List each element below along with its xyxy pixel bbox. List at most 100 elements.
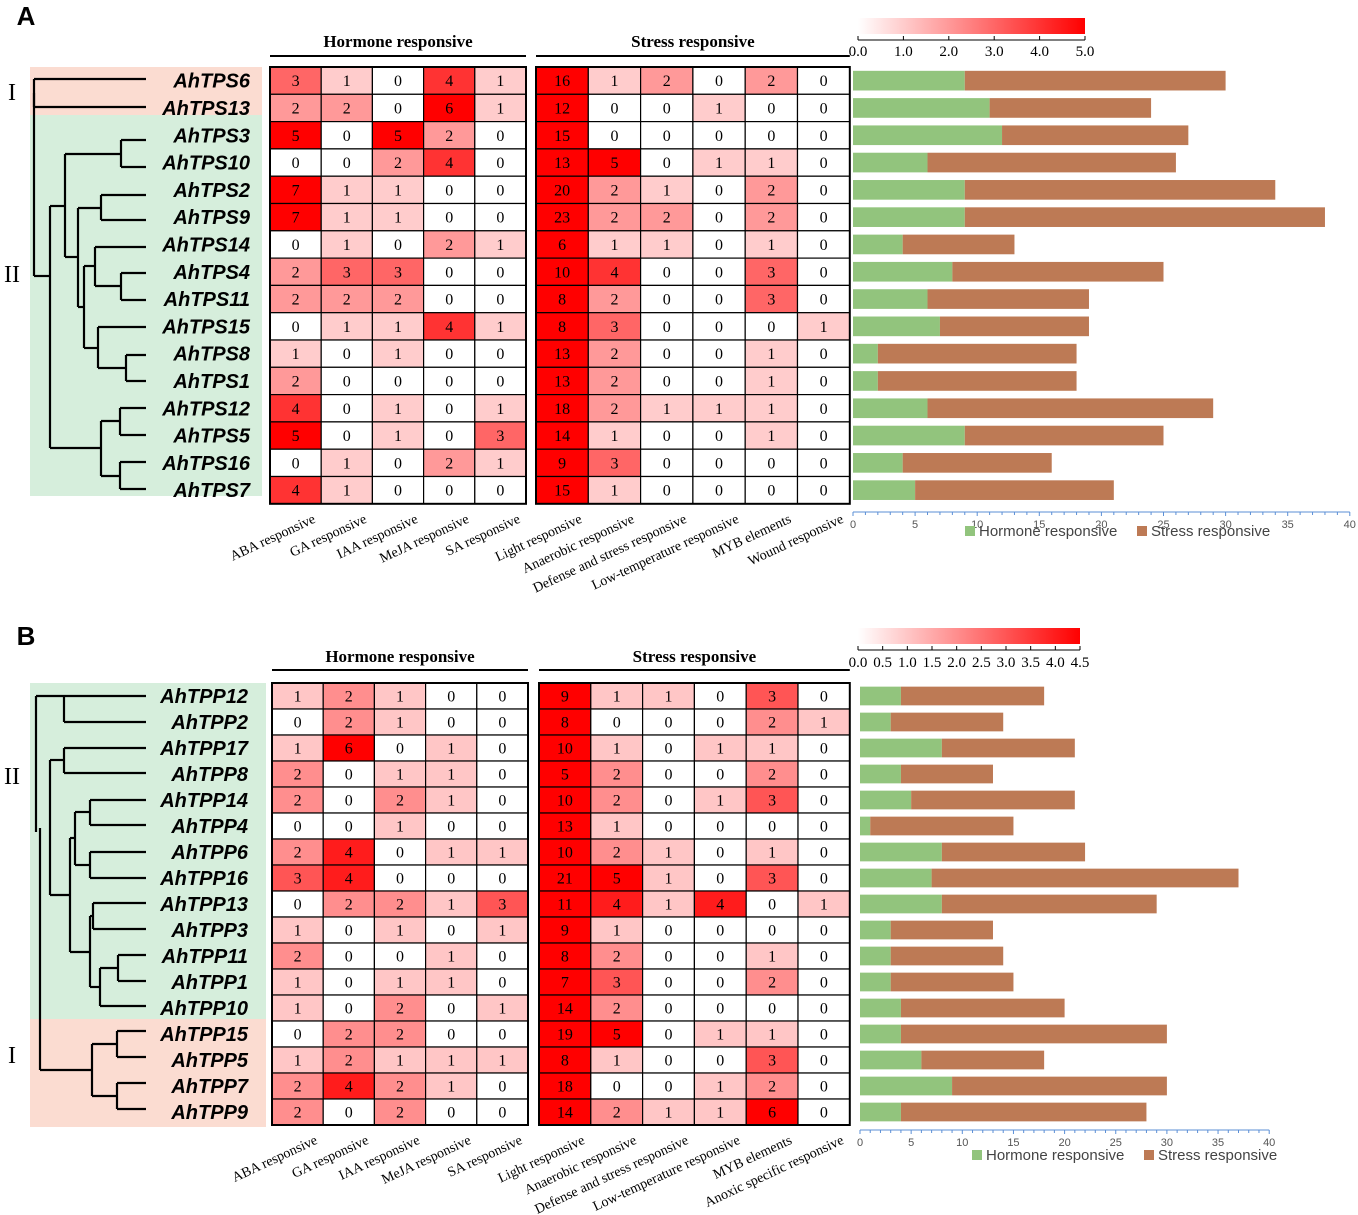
cell-value: 2 [613, 793, 621, 810]
cell-value: 2 [294, 793, 302, 810]
gene-label: AhTPP1 [170, 972, 248, 994]
cell-value: 0 [663, 373, 671, 390]
hormone-heatmap-cell [423, 93, 476, 123]
stress-heatmap-cell [745, 708, 799, 736]
cell-value: 0 [663, 264, 671, 281]
bar-axis-tick-label: 40 [1263, 1137, 1275, 1149]
cell-value: 0 [345, 793, 353, 810]
cell-value: 0 [820, 182, 828, 199]
cell-value: 18 [554, 401, 570, 418]
stress-heatmap-cell [587, 93, 642, 123]
bar-axis-tick-label: 10 [956, 1137, 968, 1149]
cell-value: 0 [498, 949, 506, 966]
cell-value: 1 [294, 975, 302, 992]
bar-hormone [860, 868, 932, 888]
cell-value: 3 [768, 871, 776, 888]
cell-value: 1 [343, 210, 351, 227]
cell-value: 0 [447, 923, 455, 940]
hormone-group-label: Hormone responsive [325, 647, 475, 666]
color-scale-tick-label: 3.0 [985, 44, 1004, 60]
stress-heatmap-cell [590, 968, 644, 996]
bar-hormone [860, 764, 901, 784]
cell-value: 1 [292, 346, 300, 363]
cell-value: 0 [716, 923, 724, 940]
gene-label: AhTPS15 [161, 316, 251, 338]
cell-value: 0 [663, 455, 671, 472]
cell-value: 4 [613, 897, 621, 914]
cell-value: 2 [610, 182, 618, 199]
cell-value: 1 [715, 155, 723, 172]
cell-value: 4 [445, 319, 453, 336]
legend-label-stress: Stress responsive [1151, 523, 1270, 540]
cell-value: 0 [820, 689, 828, 706]
cell-value: 1 [343, 483, 351, 500]
bar-hormone [853, 453, 903, 473]
hormone-heatmap-cell [371, 257, 425, 287]
stress-heatmap-cell [693, 734, 747, 762]
cell-value: 5 [394, 128, 402, 145]
hormone-heatmap-cell [476, 1098, 529, 1126]
stress-heatmap-cell [744, 475, 799, 505]
cell-value: 6 [558, 237, 566, 254]
hormone-heatmap-cell [320, 312, 374, 341]
cell-value: 2 [292, 292, 300, 309]
cell-value: 0 [820, 73, 828, 90]
cell-value: 0 [715, 373, 723, 390]
hormone-heatmap-cell [269, 475, 322, 505]
cell-value: 2 [345, 897, 353, 914]
hormone-heatmap-cell [269, 120, 322, 150]
cell-value: 1 [820, 319, 828, 336]
stress-heatmap-cell [587, 339, 642, 368]
cell-value: 0 [715, 264, 723, 281]
gene-label: AhTPS12 [161, 398, 250, 420]
color-scale-tick-label: 2.0 [939, 44, 958, 60]
hormone-heatmap-cell [423, 230, 476, 259]
cell-value: 1 [496, 100, 504, 117]
cell-value: 0 [498, 975, 506, 992]
bar-stress [941, 842, 1086, 862]
stress-heatmap-cell [641, 708, 695, 736]
cell-value: 0 [445, 210, 453, 227]
cell-value: 0 [715, 319, 723, 336]
stress-heatmap-cell [745, 890, 799, 918]
cell-value: 1 [715, 100, 723, 117]
cell-value: 1 [663, 182, 671, 199]
stress-heatmap-cell [590, 708, 644, 736]
gene-label: AhTPP6 [170, 842, 249, 864]
cell-value: 0 [447, 1001, 455, 1018]
cell-value: 1 [294, 1001, 302, 1018]
color-scale-tick-label: 2.5 [972, 655, 991, 671]
cell-value: 0 [496, 182, 504, 199]
stress-heatmap-cell [745, 786, 799, 814]
bar-hormone [860, 998, 901, 1018]
bar-hormone [860, 842, 942, 862]
cell-value: 1 [768, 741, 776, 758]
color-scale-tick-label: 1.0 [898, 655, 917, 671]
stress-heatmap-cell [639, 284, 694, 314]
hormone-heatmap-cell [322, 1020, 376, 1048]
stress-heatmap-cell [692, 148, 746, 177]
cell-value: 0 [447, 689, 455, 706]
cell-value: 15 [554, 483, 570, 500]
bar-stress [877, 371, 1077, 391]
cell-value: 2 [445, 237, 453, 254]
hormone-heatmap-border [271, 682, 529, 1126]
hormone-heatmap-cell [476, 864, 529, 892]
gene-label: AhTPP3 [170, 920, 248, 942]
stress-heatmap-cell [641, 1072, 695, 1100]
bar-axis-tick-label: 0 [857, 1137, 863, 1149]
cell-value: 0 [496, 483, 504, 500]
cell-value: 0 [715, 128, 723, 145]
bar-stress [952, 261, 1164, 282]
cell-value: 2 [396, 1027, 404, 1044]
cell-value: 3 [768, 1053, 776, 1070]
bar-stress [915, 480, 1114, 500]
cell-value: 2 [292, 264, 300, 281]
gene-label: AhTPP2 [170, 712, 248, 734]
cell-value: 1 [396, 975, 404, 992]
stress-heatmap-cell [538, 708, 592, 736]
cell-value: 1 [343, 73, 351, 90]
hormone-heatmap-cell [322, 812, 376, 840]
stress-heatmap-cell [744, 120, 799, 150]
